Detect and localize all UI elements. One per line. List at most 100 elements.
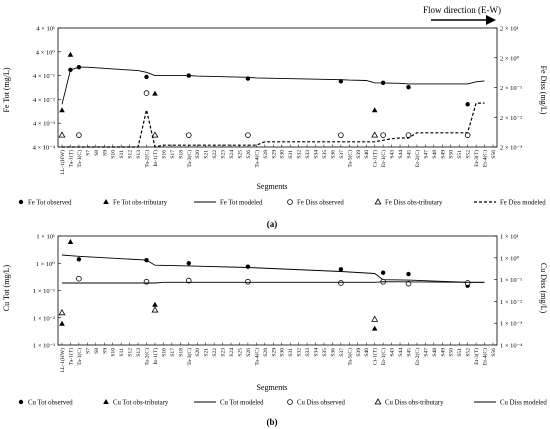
x-tick-label: S29: [271, 150, 277, 159]
x-tick-label: S25: [237, 150, 243, 159]
x-tick-label: S47: [423, 348, 429, 357]
x-tick-label: S34: [314, 348, 320, 357]
series-fe-tot-observed: [68, 65, 470, 107]
x-tick-label: Ct-1(T): [372, 150, 379, 167]
x-tick-label: S28: [263, 150, 269, 159]
data-point: [464, 280, 471, 286]
x-tick-label: S39: [356, 348, 362, 357]
flow-direction-arrow-icon: [431, 15, 496, 25]
x-tick-label: S22: [212, 348, 218, 357]
x-tick-label: S13: [136, 348, 142, 357]
x-tick-label: S30: [280, 150, 286, 159]
data-point: [144, 74, 149, 80]
x-tick-label: S26: [246, 348, 252, 357]
legend-entry: Cu Tot observed: [18, 400, 73, 407]
data-point: [76, 132, 82, 138]
panel-label-a: (a): [267, 219, 278, 229]
y-tick-label-left: 4 × 10⁻³: [33, 121, 55, 128]
x-tick-label: S28: [263, 348, 269, 357]
x-tick-label: S50: [449, 150, 455, 159]
data-point: [338, 79, 344, 84]
x-tick-label: S11: [119, 150, 125, 159]
legend-entry: Fe Tot modeled: [194, 200, 263, 207]
data-point: [152, 90, 158, 96]
data-point: [76, 275, 82, 282]
x-tick-label: S24: [229, 150, 235, 159]
data-point: [245, 132, 251, 138]
series-line: [61, 66, 485, 105]
x-tick-label: In-1(T): [152, 150, 159, 167]
x-tick-label: S56: [491, 150, 497, 159]
y-tick-label-right: 2 × 10⁰: [500, 55, 520, 62]
x-tick-label: Et-2(C): [414, 150, 421, 167]
data-point: [406, 85, 411, 90]
x-tick-label: Et-3(T): [473, 348, 480, 365]
x-tick-label: S48: [432, 348, 438, 357]
series-fe-tot-modeled: [61, 66, 485, 105]
series-line: [61, 254, 485, 283]
data-point: [59, 107, 65, 113]
x-tick-label: Et-3(T): [473, 150, 480, 167]
x-tick-label: S17: [170, 348, 176, 357]
x-tick-label: S29: [271, 348, 277, 357]
data-point: [405, 132, 412, 138]
data-point: [371, 131, 379, 138]
x-tick-label: S16: [161, 150, 167, 159]
y-tick-label-right: 2 × 10⁻²: [500, 115, 522, 122]
series-line: [62, 281, 485, 284]
legend-entry: Cu Diss obs-tributary: [374, 398, 444, 407]
y-tick-label-left: 1 × 10⁻¹: [33, 288, 55, 295]
legend-entry: Cu Diss observed: [287, 399, 346, 407]
legend-swatch: [287, 399, 293, 405]
legend-swatch: [103, 199, 109, 204]
x-tick-label: Ta-3(C): [186, 348, 193, 366]
x-tick-label: S33: [305, 348, 311, 357]
x-tick-label: S20: [195, 150, 201, 159]
x-tick-label: S44: [398, 348, 404, 357]
y-tick-label-left: 4 × 10⁰: [36, 49, 56, 56]
legend-label: Cu Tot modeled: [220, 400, 264, 407]
x-tick-label: S18: [178, 348, 184, 357]
x-tick-label: S33: [305, 150, 311, 159]
series-cu-diss-obs-tributary: [58, 306, 379, 322]
legend-entry: Fe Diss observed: [287, 199, 344, 207]
data-point: [338, 132, 344, 138]
legend-swatch: [374, 198, 382, 205]
x-tick-label: S36: [330, 348, 336, 357]
legend-entry: Cu Diss modeled: [474, 400, 547, 407]
data-point: [245, 278, 251, 285]
x-tick-label: S17: [170, 150, 176, 159]
x-tick-label: S35: [322, 150, 328, 159]
y-axis-right-title-a: Fe Diss (mg/L): [539, 66, 548, 115]
series-line: [62, 102, 485, 148]
x-tick-label: S12: [128, 150, 134, 159]
x-tick-label: S9: [102, 150, 108, 156]
x-tick-label: S37: [339, 348, 345, 357]
data-point: [380, 132, 386, 138]
data-point: [58, 308, 66, 316]
data-point: [151, 131, 159, 138]
y-tick-label-right: 1 × 10⁻³: [500, 321, 522, 328]
x-tick-label: Ta-5(C): [346, 150, 353, 168]
x-tick-label: Et-4(C): [482, 150, 489, 167]
x-tick-label: S52: [466, 150, 472, 159]
x-tick-label: Et-1(C): [380, 348, 387, 365]
y-tick-label-right: 2 × 10¹: [500, 26, 519, 33]
x-tick-label: S30: [280, 348, 286, 357]
x-tick-label: S13: [136, 150, 142, 159]
data-point: [371, 325, 378, 331]
y-tick-label-right: 1 × 10⁻¹: [500, 277, 522, 284]
y-tick-label-right: 1 × 10⁻²: [500, 299, 522, 306]
x-tick-label: Et-2(C): [414, 348, 421, 365]
data-point: [405, 280, 412, 287]
panel-label-b: (b): [267, 417, 278, 427]
x-tick-label: Ta-1(T): [67, 348, 74, 365]
x-tick-label: Ta-1(C): [76, 348, 83, 366]
data-point: [67, 51, 74, 57]
x-tick-label: S51: [457, 348, 463, 357]
x-tick-label: Ta-5(C): [346, 348, 353, 366]
x-tick-label: Et-1(C): [380, 150, 387, 167]
legend-swatch: [103, 399, 109, 404]
x-tick-label: Et-4(C): [482, 348, 489, 365]
